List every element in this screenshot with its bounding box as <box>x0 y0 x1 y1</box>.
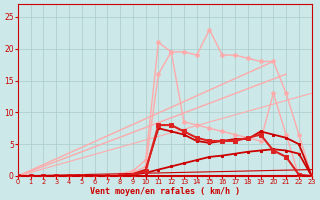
X-axis label: Vent moyen/en rafales ( km/h ): Vent moyen/en rafales ( km/h ) <box>90 187 240 196</box>
